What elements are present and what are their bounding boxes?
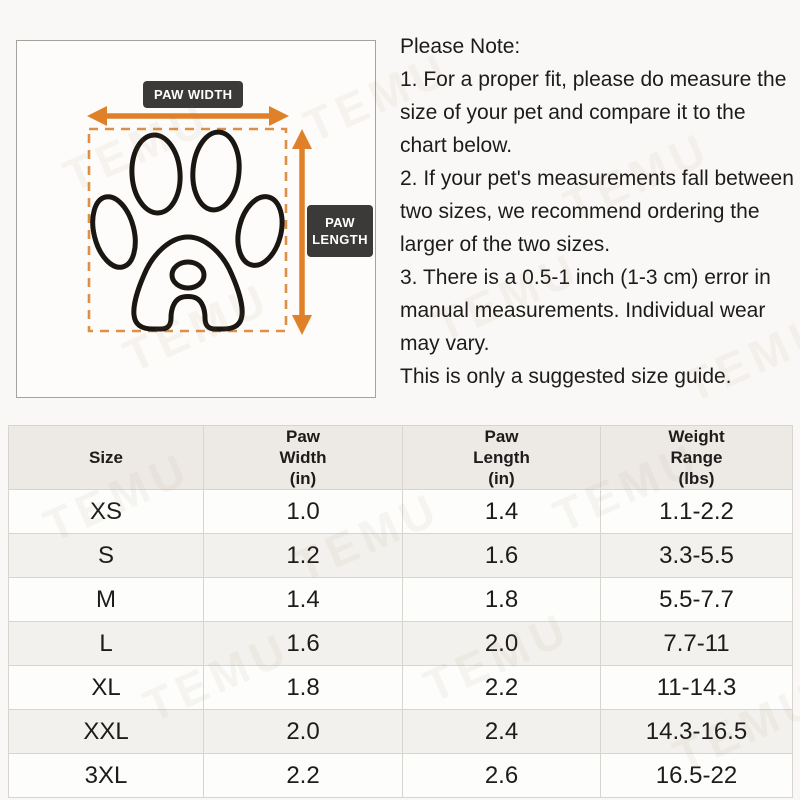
- weight-range-cell: 5.5-7.7: [600, 577, 793, 622]
- paw-width-label: PAW WIDTH: [154, 87, 233, 102]
- paw-length-cell: 2.4: [402, 709, 601, 754]
- paw-length-cell: 2.2: [402, 665, 601, 710]
- paw-print-icon: [90, 129, 285, 332]
- column-header-weight-range: Weight Range (lbs): [600, 425, 793, 490]
- size-cell: XS: [8, 489, 204, 534]
- paw-width-cell: 1.0: [203, 489, 403, 534]
- note-item: 2. If your pet's measurements fall betwe…: [400, 167, 794, 256]
- paw-width-cell: 1.4: [203, 577, 403, 622]
- column-header-size: Size: [8, 425, 204, 490]
- table-row: S 1.2 1.6 3.3-5.5: [8, 533, 793, 578]
- weight-range-cell: 3.3-5.5: [600, 533, 793, 578]
- paw-length-cell: 1.6: [402, 533, 601, 578]
- column-header-paw-width: Paw Width (in): [203, 425, 403, 490]
- weight-range-cell: 1.1-2.2: [600, 489, 793, 534]
- table-row: XS 1.0 1.4 1.1-2.2: [8, 489, 793, 534]
- table-row: 3XL 2.2 2.6 16.5-22: [8, 753, 793, 798]
- paw-width-cell: 1.6: [203, 621, 403, 666]
- note-item: 3. There is a 0.5-1 inch (1-3 cm) error …: [400, 266, 771, 355]
- note-item: This is only a suggested size guide.: [400, 365, 732, 388]
- table-row: L 1.6 2.0 7.7-11: [8, 621, 793, 666]
- size-cell: 3XL: [8, 753, 204, 798]
- paw-length-cell: 1.8: [402, 577, 601, 622]
- note-item: 1. For a proper fit, please do measure t…: [400, 68, 787, 157]
- paw-length-cell: 2.6: [402, 753, 601, 798]
- size-cell: L: [8, 621, 204, 666]
- measurement-dashed-box: [87, 127, 288, 333]
- size-cell: XXL: [8, 709, 204, 754]
- note-title: Please Note:: [400, 35, 521, 58]
- paw-length-badge: PAW LENGTH: [307, 205, 373, 257]
- weight-range-cell: 7.7-11: [600, 621, 793, 666]
- paw-length-label: PAW LENGTH: [312, 215, 368, 247]
- paw-diagram-graphic: [87, 106, 312, 335]
- paw-width-badge: PAW WIDTH: [143, 81, 244, 108]
- paw-length-cell: 1.4: [402, 489, 601, 534]
- weight-range-cell: 16.5-22: [600, 753, 793, 798]
- size-cell: M: [8, 577, 204, 622]
- paw-length-arrow-icon: [292, 129, 312, 335]
- table-row: XXL 2.0 2.4 14.3-16.5: [8, 709, 793, 754]
- weight-range-cell: 14.3-16.5: [600, 709, 793, 754]
- paw-width-cell: 2.0: [203, 709, 403, 754]
- weight-range-cell: 11-14.3: [600, 665, 793, 710]
- paw-length-cell: 2.0: [402, 621, 601, 666]
- paw-width-cell: 1.8: [203, 665, 403, 710]
- table-row: XL 1.8 2.2 11-14.3: [8, 665, 793, 710]
- paw-width-arrow-icon: [87, 106, 289, 126]
- size-cell: S: [8, 533, 204, 578]
- column-header-paw-length: Paw Length (in): [402, 425, 601, 490]
- size-cell: XL: [8, 665, 204, 710]
- header-row: Size Paw Width (in) Paw Length (in) Weig…: [8, 425, 793, 490]
- paw-measurement-diagram: PAW WIDTH PAW LENGTH: [16, 40, 376, 398]
- size-chart-table: Size Paw Width (in) Paw Length (in) Weig…: [8, 425, 793, 798]
- paw-width-cell: 2.2: [203, 753, 403, 798]
- paw-width-cell: 1.2: [203, 533, 403, 578]
- please-note-section: Please Note: 1. For a proper fit, please…: [400, 30, 794, 393]
- table-row: M 1.4 1.8 5.5-7.7: [8, 577, 793, 622]
